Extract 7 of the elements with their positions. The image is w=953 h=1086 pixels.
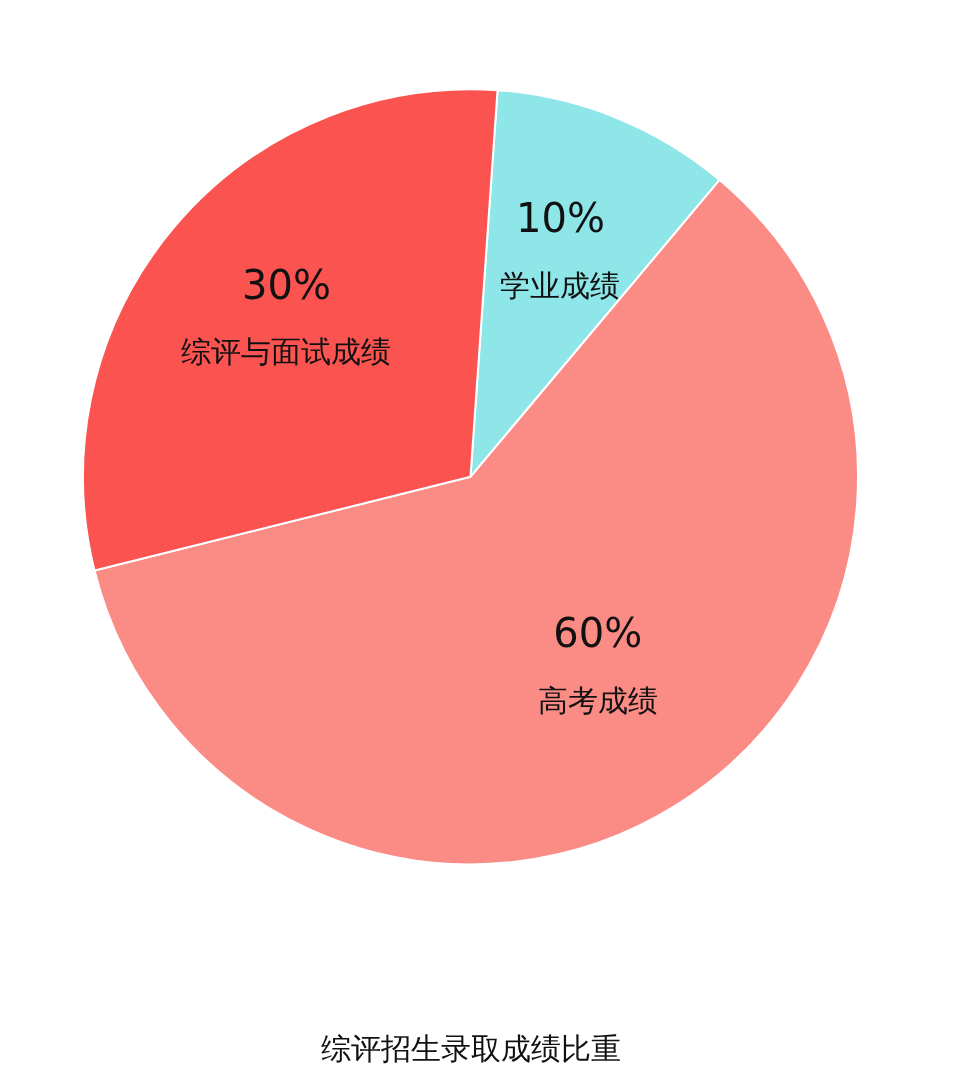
slice-label: 综评与面试成绩 xyxy=(181,334,392,370)
data-label: 10% xyxy=(516,195,605,242)
data-label: 60% xyxy=(553,610,643,657)
data-label: 30% xyxy=(242,261,331,308)
slice-label: 高考成绩 xyxy=(537,682,658,718)
slice-label: 学业成绩 xyxy=(500,267,621,303)
text: 综评招生录取成绩比重 xyxy=(320,1030,621,1066)
